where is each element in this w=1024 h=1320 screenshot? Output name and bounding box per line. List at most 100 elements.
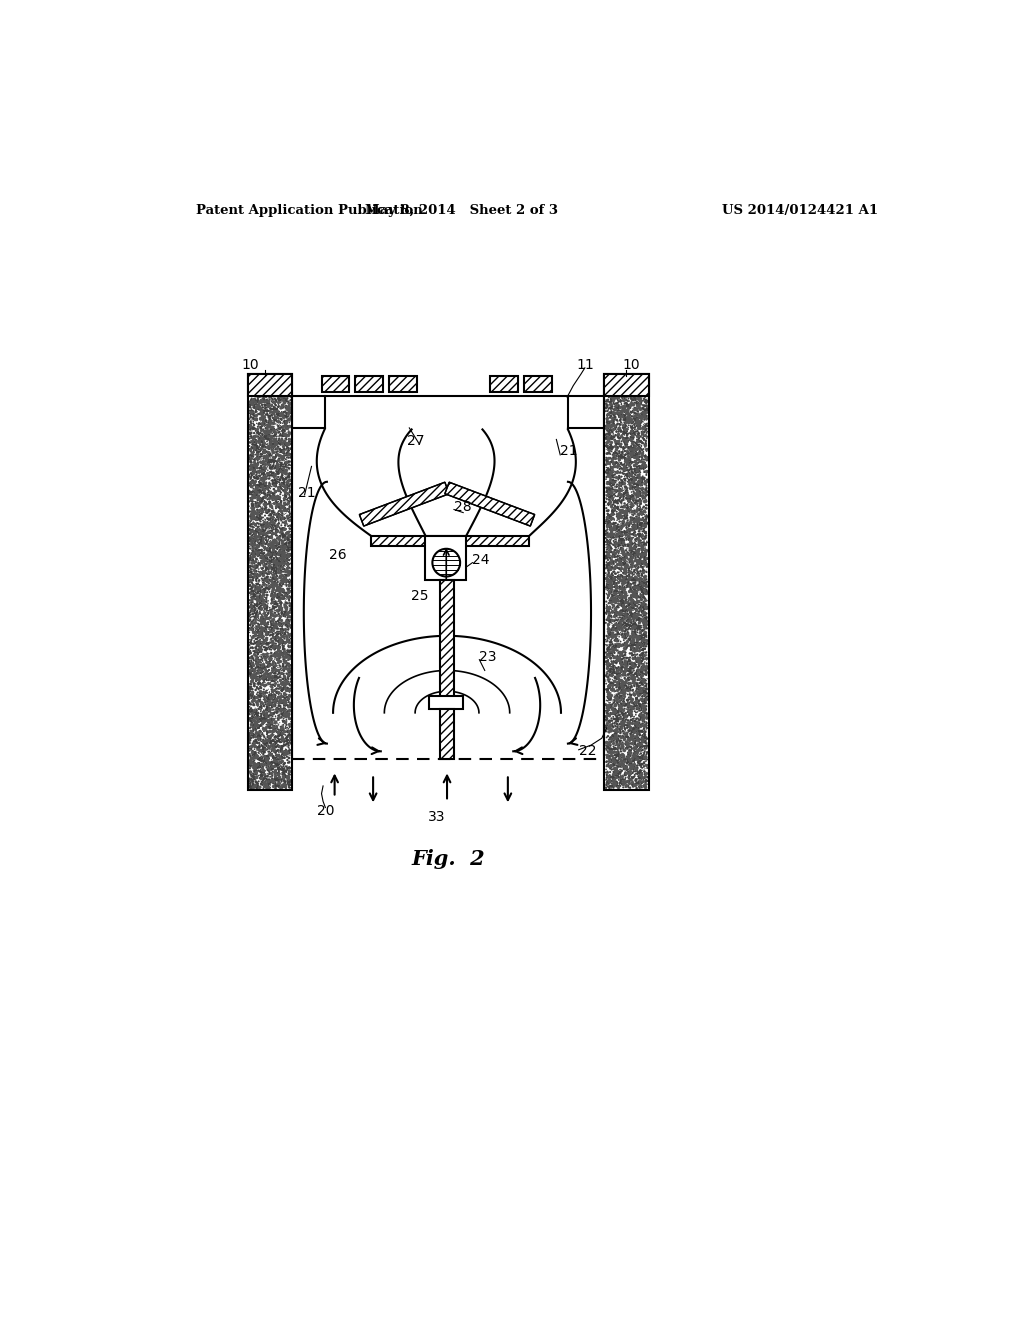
Point — [626, 755, 642, 776]
Point — [278, 389, 294, 411]
Point — [251, 474, 267, 495]
Point — [598, 552, 614, 573]
Point — [278, 418, 294, 440]
Point — [631, 499, 647, 520]
Point — [258, 768, 274, 789]
Point — [615, 480, 632, 502]
Point — [623, 543, 639, 564]
Point — [279, 437, 295, 458]
Point — [608, 711, 625, 733]
Point — [255, 777, 271, 799]
Point — [267, 544, 284, 565]
Point — [637, 689, 653, 710]
Point — [279, 482, 295, 503]
Point — [270, 549, 287, 570]
Point — [599, 376, 615, 397]
Point — [629, 624, 645, 645]
Point — [610, 568, 627, 589]
Point — [599, 426, 615, 447]
Point — [614, 665, 631, 686]
Point — [600, 381, 616, 403]
Point — [245, 519, 261, 540]
Point — [256, 631, 272, 652]
Point — [635, 508, 651, 529]
Point — [599, 609, 615, 630]
Point — [251, 585, 267, 606]
Point — [267, 694, 284, 715]
Point — [259, 723, 275, 744]
Point — [614, 705, 631, 726]
Point — [605, 411, 622, 432]
Point — [616, 705, 633, 726]
Point — [612, 519, 629, 540]
Point — [631, 465, 647, 486]
Point — [281, 574, 297, 595]
Point — [247, 550, 263, 572]
Point — [275, 700, 292, 721]
Point — [271, 693, 288, 714]
Point — [618, 669, 635, 690]
Point — [598, 669, 614, 690]
Point — [265, 420, 282, 441]
Point — [625, 546, 641, 568]
Point — [609, 553, 626, 574]
Point — [631, 461, 647, 482]
Point — [610, 775, 627, 796]
Point — [617, 408, 634, 429]
Point — [629, 395, 645, 416]
Point — [255, 689, 271, 710]
Point — [280, 488, 296, 510]
Point — [618, 696, 635, 717]
Point — [271, 663, 288, 684]
Point — [242, 554, 258, 576]
Point — [638, 572, 654, 593]
Point — [612, 759, 629, 780]
Point — [628, 405, 644, 426]
Point — [274, 523, 291, 544]
Point — [633, 539, 649, 560]
Point — [607, 442, 624, 463]
Point — [271, 379, 288, 400]
Point — [246, 775, 262, 796]
Point — [251, 725, 267, 746]
Point — [246, 723, 262, 744]
Point — [638, 420, 654, 441]
Point — [601, 471, 617, 492]
Point — [605, 573, 622, 594]
Point — [607, 521, 624, 543]
Point — [610, 622, 627, 643]
Point — [600, 705, 616, 726]
Point — [270, 708, 287, 729]
Point — [610, 422, 627, 444]
Point — [247, 688, 263, 709]
Point — [635, 574, 651, 595]
Point — [249, 535, 265, 556]
Point — [245, 737, 261, 758]
Point — [265, 529, 282, 550]
Point — [598, 696, 614, 717]
Point — [273, 432, 290, 453]
Point — [600, 578, 616, 599]
Point — [607, 582, 624, 603]
Point — [622, 669, 638, 690]
Point — [613, 767, 630, 788]
Point — [259, 609, 275, 630]
Point — [271, 595, 288, 616]
Point — [636, 511, 652, 532]
Point — [634, 680, 650, 701]
Point — [634, 610, 650, 631]
Point — [282, 515, 298, 536]
Point — [269, 611, 286, 632]
Point — [604, 399, 621, 420]
Point — [600, 643, 616, 664]
Point — [631, 549, 647, 570]
Point — [244, 564, 260, 585]
Point — [616, 393, 633, 414]
Point — [600, 462, 616, 483]
Point — [614, 449, 631, 470]
Point — [248, 649, 264, 671]
Point — [273, 417, 290, 438]
Point — [262, 735, 279, 756]
Point — [606, 487, 623, 508]
Point — [617, 764, 634, 785]
